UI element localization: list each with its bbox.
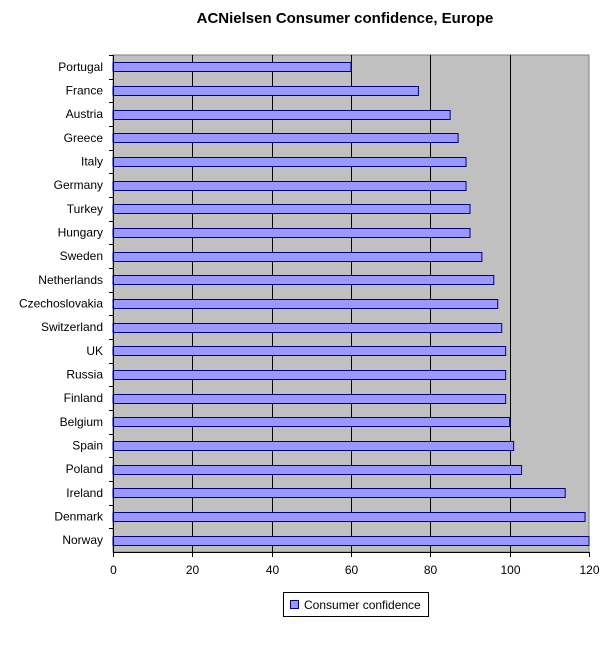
category-label-czechoslovakia: Czechoslovakia — [19, 297, 103, 311]
bar-finland — [112, 394, 507, 404]
x-tick-label-1: 20 — [186, 563, 200, 577]
bar-turkey — [112, 204, 471, 214]
bar-germany — [112, 181, 467, 191]
bar-czechoslovakia — [112, 299, 499, 309]
category-label-sweden: Sweden — [60, 249, 103, 263]
category-label-turkey: Turkey — [67, 202, 103, 216]
x-tick-label-6: 120 — [579, 563, 599, 577]
legend-label: Consumer confidence — [304, 598, 421, 612]
bar-portugal — [112, 62, 352, 72]
category-label-greece: Greece — [64, 131, 104, 145]
bar-spain — [112, 441, 515, 451]
category-label-norway: Norway — [62, 533, 103, 547]
bar-belgium — [112, 417, 511, 427]
x-tick-label-3: 60 — [345, 563, 359, 577]
category-label-poland: Poland — [66, 462, 103, 476]
bar-denmark — [112, 512, 586, 522]
bar-netherlands — [112, 275, 495, 285]
x-tick-label-5: 100 — [500, 563, 520, 577]
category-label-netherlands: Netherlands — [38, 273, 103, 287]
legend-box — [283, 592, 429, 617]
category-label-portugal: Portugal — [58, 60, 103, 74]
plot-area: Portugal France Austria Greece Italy Germany T… — [19, 54, 600, 577]
bar-hungary — [112, 228, 471, 238]
category-label-denmark: Denmark — [54, 510, 104, 524]
bar-sweden — [112, 252, 483, 262]
x-tick-label-2: 40 — [266, 563, 280, 577]
bar-norway — [112, 536, 590, 546]
bar-switzerland — [112, 323, 503, 333]
category-label-germany: Germany — [54, 178, 103, 192]
bar-poland — [112, 465, 523, 475]
category-label-switzerland: Switzerland — [41, 320, 103, 334]
x-tick-label-4: 80 — [424, 563, 438, 577]
category-label-russia: Russia — [66, 368, 103, 382]
x-tick-label-0: 0 — [110, 563, 117, 577]
bar-ireland — [112, 488, 566, 498]
category-label-uk: UK — [86, 344, 103, 358]
bar-greece — [112, 133, 459, 143]
bar-uk — [112, 346, 507, 356]
category-label-austria: Austria — [66, 107, 104, 121]
category-label-italy: Italy — [81, 155, 103, 169]
legend: Consumer confidence — [283, 592, 429, 617]
category-label-france: France — [66, 84, 104, 98]
category-label-ireland: Ireland — [66, 486, 103, 500]
bar-france — [112, 86, 419, 96]
category-label-finland: Finland — [64, 391, 103, 405]
legend-swatch — [290, 600, 299, 609]
category-label-spain: Spain — [72, 439, 103, 453]
category-label-belgium: Belgium — [60, 415, 103, 429]
bar-russia — [112, 370, 507, 380]
category-label-hungary: Hungary — [58, 226, 103, 240]
chart-title: ACNielsen Consumer confidence, Europe — [197, 10, 494, 27]
bar-italy — [112, 157, 467, 167]
bar-austria — [112, 110, 451, 120]
